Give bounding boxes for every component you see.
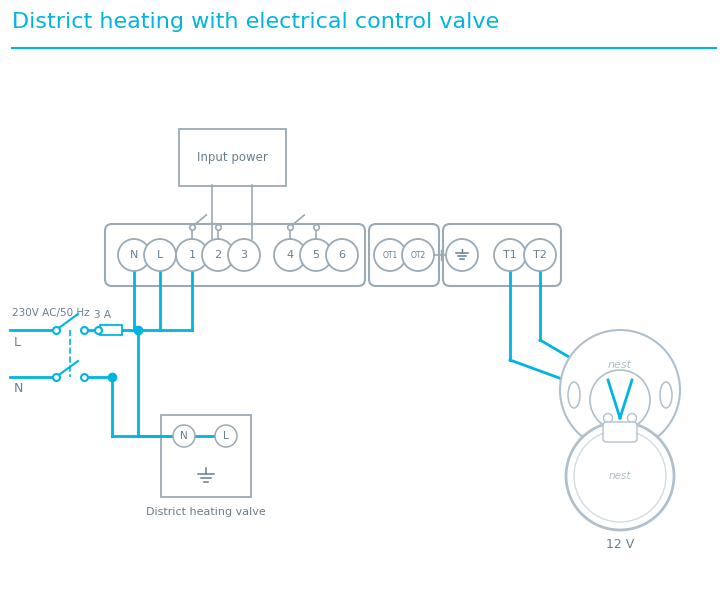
Circle shape [446,239,478,271]
FancyBboxPatch shape [100,325,122,335]
FancyBboxPatch shape [443,224,561,286]
Text: 2: 2 [215,250,221,260]
Text: 1: 1 [189,250,196,260]
Circle shape [300,239,332,271]
Circle shape [228,239,260,271]
Circle shape [144,239,176,271]
Text: Input power: Input power [197,151,268,164]
Circle shape [590,370,650,430]
Text: N: N [180,431,188,441]
Text: nest: nest [608,360,632,370]
FancyBboxPatch shape [369,224,439,286]
Circle shape [202,239,234,271]
Circle shape [560,330,680,450]
Circle shape [628,413,636,422]
Circle shape [566,422,674,530]
FancyBboxPatch shape [603,422,637,442]
Circle shape [402,239,434,271]
Text: 6: 6 [339,250,346,260]
Ellipse shape [568,382,580,408]
Circle shape [374,239,406,271]
Circle shape [173,425,195,447]
Text: 5: 5 [312,250,320,260]
Circle shape [274,239,306,271]
Text: L: L [157,250,163,260]
FancyBboxPatch shape [161,415,251,497]
Text: OT1: OT1 [382,251,397,260]
Text: nest: nest [609,471,631,481]
Text: T1: T1 [503,250,517,260]
Circle shape [574,430,666,522]
Text: OT2: OT2 [411,251,426,260]
Text: 4: 4 [286,250,293,260]
Circle shape [604,413,612,422]
Text: N: N [130,250,138,260]
Text: 3 A: 3 A [94,310,111,320]
Text: N: N [14,381,23,394]
Circle shape [494,239,526,271]
Circle shape [326,239,358,271]
Text: District heating with electrical control valve: District heating with electrical control… [12,12,499,32]
FancyBboxPatch shape [179,129,286,186]
Circle shape [176,239,208,271]
FancyBboxPatch shape [105,224,365,286]
Text: District heating valve: District heating valve [146,507,266,517]
Ellipse shape [660,382,672,408]
Text: T2: T2 [533,250,547,260]
Circle shape [118,239,150,271]
Text: 12 V: 12 V [606,538,634,551]
Text: 3: 3 [240,250,248,260]
Text: 230V AC/50 Hz: 230V AC/50 Hz [12,308,90,318]
Circle shape [524,239,556,271]
Circle shape [215,425,237,447]
Text: L: L [223,431,229,441]
Text: L: L [14,336,21,349]
